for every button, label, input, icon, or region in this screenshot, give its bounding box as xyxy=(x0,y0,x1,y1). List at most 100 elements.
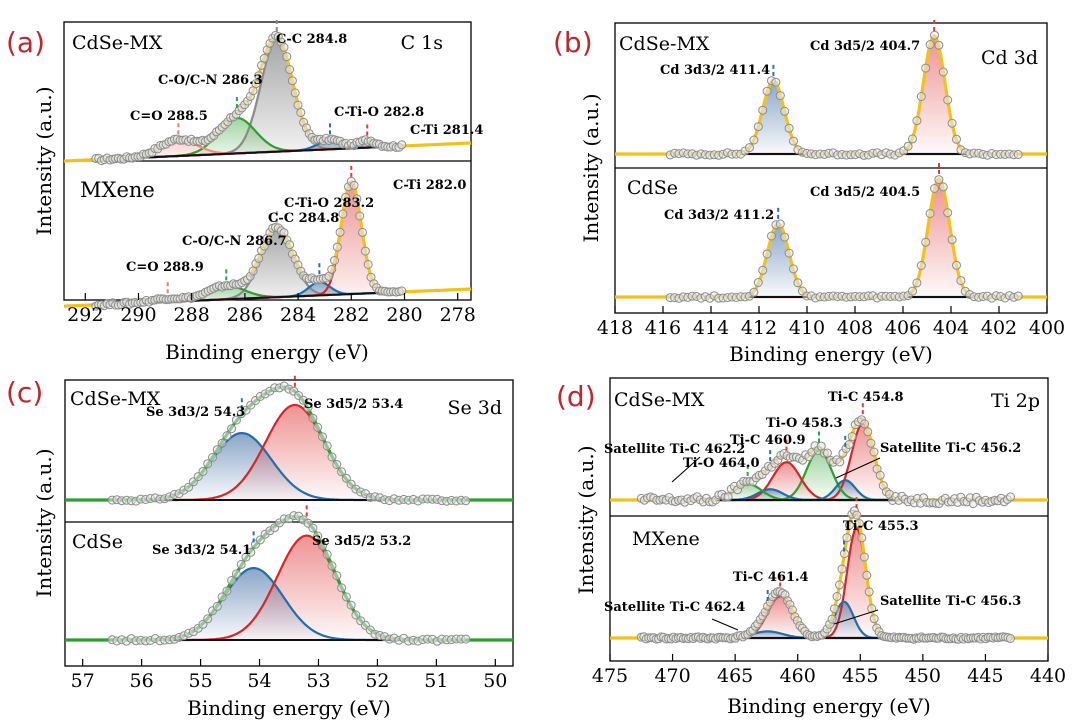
peak-label-d-tic-455.3: Ti-C 455.3 xyxy=(843,519,919,534)
data-point xyxy=(337,467,347,477)
peak-label-a-ctio-282.8: C-Ti-O 282.8 xyxy=(334,105,424,120)
data-point xyxy=(925,209,935,218)
data-point xyxy=(943,95,953,105)
peak-fill-red xyxy=(65,535,513,640)
data-point xyxy=(844,520,854,530)
data-point xyxy=(723,492,733,502)
y-axis-label-c: Intensity (a.u.) xyxy=(32,448,56,597)
peak-label-b-cd32-411.2: Cd 3d3/2 411.2 xyxy=(664,208,774,223)
data-point xyxy=(279,42,289,52)
data-point xyxy=(934,175,944,185)
x-tick-label: 406 xyxy=(885,317,921,339)
data-point xyxy=(832,592,842,601)
x-axis-label-a: Binding energy (eV) xyxy=(165,340,369,364)
data-point xyxy=(912,278,922,288)
data-point xyxy=(313,531,323,541)
y-axis-label-d: Intensity (a.u.) xyxy=(574,445,598,594)
x-tick-label: 412 xyxy=(741,317,777,339)
data-point xyxy=(337,583,347,593)
x-tick-label: 50 xyxy=(483,670,507,692)
subplot-d-cdse-mx xyxy=(610,403,1048,509)
x-tick-label: 288 xyxy=(174,304,210,326)
element-label-d: Ti 2p xyxy=(991,390,1040,412)
x-tick-label: 445 xyxy=(967,665,1003,687)
peak-label-a-cti-282.0: C-Ti 282.0 xyxy=(393,178,466,193)
plot-frame-c xyxy=(64,379,514,667)
peak-label-c-se32-54.3: Se 3d3/2 54.3 xyxy=(146,405,245,420)
x-tick-label: 402 xyxy=(981,317,1017,339)
data-point xyxy=(916,92,926,101)
series-name-b-cdse: CdSe xyxy=(627,177,678,199)
data-point xyxy=(397,140,407,150)
data-point xyxy=(231,415,241,425)
data-point xyxy=(784,248,794,258)
data-point xyxy=(352,194,362,204)
data-point xyxy=(208,452,217,462)
data-point xyxy=(745,143,754,153)
panel-b: (b) 418 416 414 412 410 408 406 404 402 400 CdSe-… xyxy=(553,20,1065,366)
data-point xyxy=(822,448,832,458)
x-tick-label: 440 xyxy=(1030,665,1066,687)
data-point xyxy=(749,287,759,297)
element-label-a: C 1s xyxy=(401,32,443,54)
peak-label-b-cd52-404.7: Cd 3d5/2 404.7 xyxy=(810,39,920,54)
data-point xyxy=(341,192,351,202)
data-point xyxy=(282,52,292,62)
data-point xyxy=(956,276,966,286)
data-point xyxy=(930,184,939,193)
x-tick-label: 470 xyxy=(654,665,690,687)
y-axis-label-a: Intensity (a.u.) xyxy=(32,86,56,235)
x-axis-ticks-d: 475 470 465 460 455 450 445 440 xyxy=(592,654,1066,687)
data-point xyxy=(934,40,944,50)
data-point xyxy=(869,614,879,624)
data-point xyxy=(259,241,269,251)
data-point xyxy=(908,286,917,296)
data-point xyxy=(775,91,785,101)
data-point xyxy=(217,438,227,448)
x-tick-label: 418 xyxy=(597,317,633,339)
data-point xyxy=(903,141,913,151)
peak-label-a-ctio-283.2: C-Ti-O 283.2 xyxy=(284,196,374,211)
x-axis-label-d: Binding energy (eV) xyxy=(727,694,931,718)
data-point xyxy=(762,249,772,259)
data-point xyxy=(952,260,961,270)
data-point xyxy=(236,559,246,569)
x-tick-label: 284 xyxy=(280,304,316,326)
peak-label-b-cd32-411.4: Cd 3d3/2 411.4 xyxy=(660,63,770,78)
x-tick-label: 280 xyxy=(386,304,422,326)
data-point xyxy=(753,122,763,132)
data-point xyxy=(259,53,269,63)
data-point xyxy=(758,105,768,115)
peak-label-d-sat-456.2: Satellite Ti-C 456.2 xyxy=(880,441,1021,456)
data-point xyxy=(308,523,318,533)
data-point xyxy=(1006,634,1015,643)
peak-label-a-c=o-288.9: C=O 288.9 xyxy=(126,260,204,275)
data-point xyxy=(318,541,327,551)
data-point xyxy=(837,564,847,574)
panel-label-a: (a) xyxy=(6,26,45,59)
data-point xyxy=(1006,492,1015,502)
peak-label-a-cti-281.4: C-Ti 281.4 xyxy=(410,123,483,138)
data-point xyxy=(847,432,857,441)
series-name-a-mxene: MXene xyxy=(80,178,155,202)
peak-fill-blue xyxy=(615,80,1047,154)
data-point xyxy=(351,610,361,620)
peak-fill-gray xyxy=(64,227,471,307)
data-point xyxy=(332,460,342,469)
data-point xyxy=(227,424,237,434)
data-point xyxy=(854,519,864,528)
data-point xyxy=(296,108,306,117)
plot-frame-d xyxy=(609,377,1049,662)
annotation-arrow xyxy=(671,456,701,483)
data-point xyxy=(852,510,862,520)
data-point xyxy=(947,118,957,128)
x-tick-label: 290 xyxy=(120,304,156,326)
peak-fill-blue xyxy=(615,223,1047,297)
x-axis-ticks-a: 292 290 288 286 284 282 280 278 xyxy=(67,293,476,326)
data-point xyxy=(198,466,208,476)
subplot-b-cdse xyxy=(615,163,1047,303)
data-point xyxy=(943,208,953,218)
series-name-b-cdse-mx: CdSe-MX xyxy=(619,33,710,55)
data-point xyxy=(916,261,926,270)
